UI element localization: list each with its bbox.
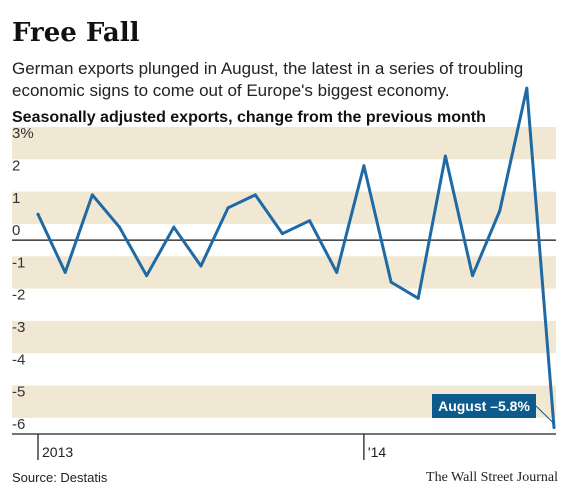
callout-box [432,394,536,418]
data-point [253,193,257,197]
series-line [36,86,556,429]
y-tick-label: 0 [12,222,20,239]
data-point [308,219,312,223]
y-axis: 3% 2 1 0 -1 -2 -3 -4 -5 -6 [12,125,34,433]
data-point [145,274,149,278]
y-tick-label: -3 [12,319,25,336]
series-points [36,86,556,430]
data-point [443,154,447,158]
data-point [90,193,94,197]
publisher-credit: The Wall Street Journal [426,470,558,485]
chart-label: Seasonally adjusted exports, change from… [12,109,486,126]
y-tick-label: 3% [12,125,34,142]
chart-subtitle: German exports plunged in August, the la… [12,59,524,100]
source-note: Source: Destatis [12,470,108,485]
x-tick-label: 2013 [42,444,73,460]
x-axis: 2013 '14 [37,434,386,460]
y-tick-label: -2 [12,287,25,304]
y-tick-label: 2 [12,157,20,174]
y-tick-label: -4 [12,351,25,368]
y-tick-label: -5 [12,384,25,401]
data-point [63,270,67,274]
chart-title: Free Fall [12,18,140,48]
data-point [389,280,393,284]
callout-label: August –5.8% [438,398,530,414]
data-point [36,212,40,216]
data-point [335,270,339,274]
y-tick-label: 1 [12,190,20,207]
grid-band [12,256,556,289]
data-point [117,225,121,229]
data-point [552,426,556,430]
grid-band [12,127,556,160]
grid-band [12,320,556,354]
x-tick-label: '14 [368,444,386,460]
y-tick-label: -6 [12,416,25,433]
data-point [362,164,366,168]
data-point [280,232,284,236]
data-point [498,209,502,213]
y-tick-label: -1 [12,254,25,271]
callout-leader [535,405,555,424]
data-point [226,206,230,210]
data-point [471,274,475,278]
august-callout: August –5.8% [432,394,555,424]
data-point [172,225,176,229]
data-point [199,264,203,268]
data-point [525,86,529,90]
data-point [416,296,420,300]
